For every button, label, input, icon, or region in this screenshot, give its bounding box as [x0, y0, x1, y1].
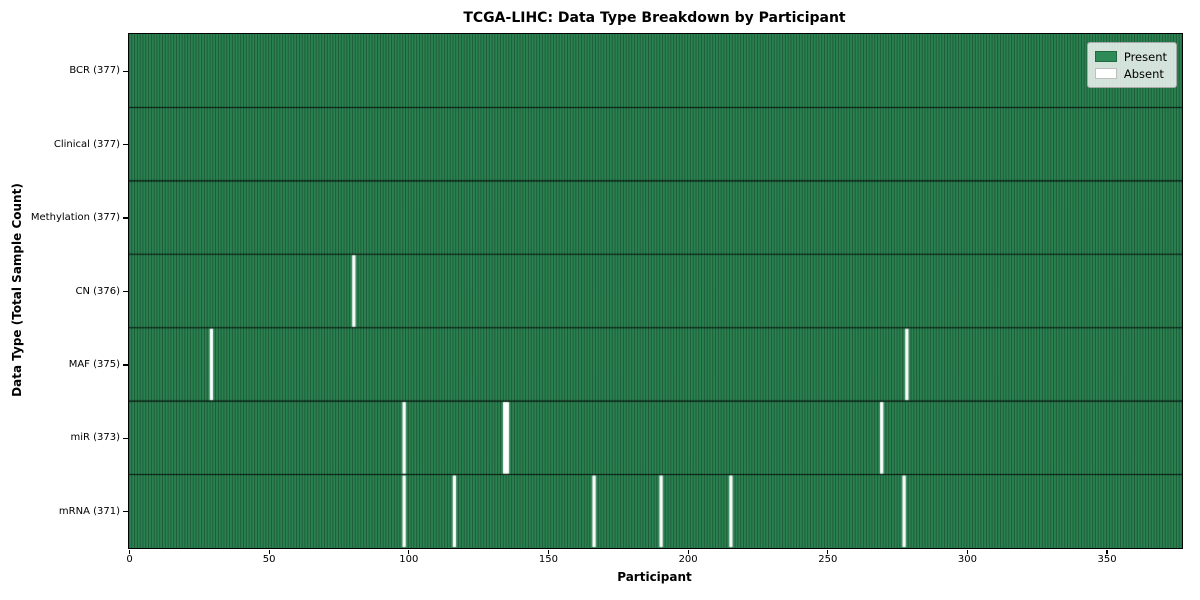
- x-tick-label: 350: [1097, 554, 1117, 565]
- y-tick-mark: [123, 437, 128, 439]
- y-tick-mark: [123, 290, 128, 293]
- legend-label-present: Present: [1123, 49, 1167, 64]
- legend-item-absent: Absent: [1094, 65, 1167, 82]
- x-tick-label: 150: [538, 554, 558, 565]
- x-tick-label: 200: [678, 554, 698, 565]
- chart-title: TCGA-LIHC: Data Type Breakdown by Partic…: [463, 10, 846, 26]
- x-tick-mark: [268, 550, 270, 554]
- x-tick-label: 250: [818, 554, 838, 565]
- x-tick-mark: [408, 550, 410, 554]
- plot-area: Present Absent: [128, 33, 1183, 549]
- x-tick-mark: [827, 550, 829, 554]
- y-tick-label-CN: CN (376): [75, 285, 120, 297]
- legend-label-absent: Absent: [1123, 66, 1164, 81]
- y-tick-mark: [123, 217, 128, 219]
- x-tick-label: 0: [126, 554, 133, 565]
- y-tick-label-miR: miR (373): [70, 432, 120, 444]
- y-tick-mark: [123, 144, 128, 146]
- present-swatch-icon: [1094, 51, 1117, 62]
- heatmap-canvas: [129, 34, 1182, 548]
- x-tick-mark: [966, 550, 969, 554]
- y-tick-mark: [123, 511, 128, 513]
- legend-item-present: Present: [1094, 48, 1167, 65]
- x-tick-mark: [1106, 550, 1108, 554]
- x-tick-label: 100: [399, 554, 419, 565]
- y-tick-label-Methylation: Methylation (377): [30, 212, 120, 224]
- x-tick-label: 300: [957, 554, 977, 565]
- y-tick-label-mRNA: mRNA (371): [58, 505, 120, 517]
- x-tick-mark: [128, 550, 131, 554]
- x-tick-mark: [547, 550, 550, 554]
- legend: Present Absent: [1086, 42, 1177, 88]
- y-tick-mark: [123, 364, 128, 366]
- x-tick-mark: [687, 550, 689, 554]
- y-tick-label-Clinical: Clinical (377): [53, 138, 120, 150]
- x-tick-label: 50: [262, 554, 276, 565]
- absent-swatch-icon: [1094, 68, 1117, 79]
- y-tick-label-MAF: MAF (375): [68, 358, 120, 370]
- y-tick-mark: [123, 70, 128, 72]
- y-tick-label-BCR: BCR (377): [69, 65, 120, 77]
- x-axis-label: Participant: [617, 570, 692, 584]
